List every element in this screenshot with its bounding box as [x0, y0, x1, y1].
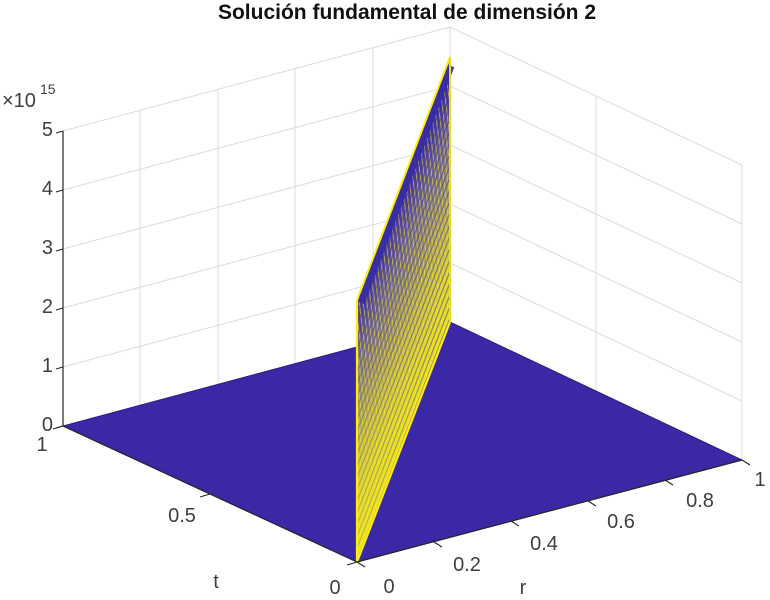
y-tick-label-0: 0 — [329, 577, 340, 599]
z-tick-label-0: 0 — [42, 414, 53, 436]
y-tick-label-0-5: 0.5 — [168, 505, 196, 527]
y-tick-label-1: 1 — [36, 434, 47, 456]
z-scale-prefix: ×10 — [2, 90, 36, 112]
ridge-top-edge — [356, 56, 451, 301]
plot-title: Solución fundamental de dimensión 2 — [218, 1, 596, 24]
y-axis-ticks — [52, 425, 358, 566]
x-tick-label-0-8: 0.8 — [686, 490, 714, 512]
z-scale-exponent: 15 — [40, 81, 56, 97]
x-tick-label-0-6: 0.6 — [607, 511, 635, 533]
x-tick-label-0: 0 — [383, 576, 394, 598]
z-tick-label-3: 3 — [42, 237, 53, 259]
axis-labels: ×10 15 0 1 2 3 4 5 0 0.5 1 t 0 0.2 0.4 0… — [2, 81, 766, 599]
y-axis-label: t — [213, 571, 219, 593]
x-tick-label-0-2: 0.2 — [453, 554, 481, 576]
ridge-bottom-edge — [355, 321, 452, 563]
z-tick-label-1: 1 — [42, 355, 53, 377]
x-tick-label-1: 1 — [754, 469, 765, 491]
x-axis-ticks — [356, 459, 751, 568]
x-axis-line — [356, 459, 743, 563]
ridge-bottom-glow — [357, 57, 450, 562]
tick-marks — [52, 130, 751, 568]
x-axis-label: r — [520, 577, 527, 599]
z-axis-ticks — [55, 130, 64, 429]
z-tick-label-2: 2 — [42, 296, 53, 318]
z-tick-label-4: 4 — [42, 178, 53, 200]
z-tick-label-5: 5 — [42, 119, 53, 141]
x-tick-label-0-4: 0.4 — [530, 533, 558, 555]
ridge-top-blue-band — [357, 64, 455, 305]
grid-right-wall-t-lines — [595, 96, 743, 460]
ridge-surface — [355, 56, 455, 563]
axes-grid — [62, 26, 743, 460]
